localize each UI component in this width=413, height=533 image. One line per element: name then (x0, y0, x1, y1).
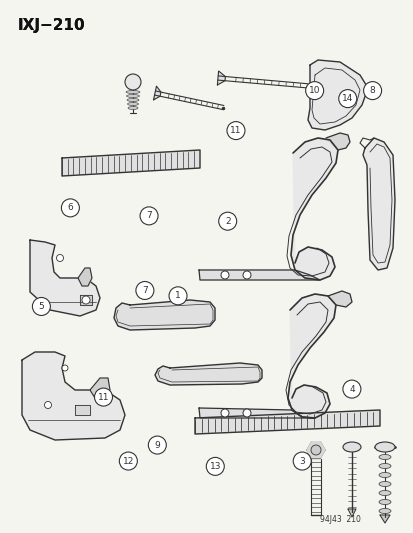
Text: 2: 2 (224, 217, 230, 225)
Ellipse shape (378, 472, 390, 478)
Ellipse shape (126, 94, 139, 98)
Ellipse shape (126, 91, 140, 93)
Polygon shape (22, 352, 125, 440)
Polygon shape (325, 133, 349, 150)
Circle shape (221, 271, 228, 279)
Text: 11: 11 (97, 393, 109, 401)
Circle shape (305, 82, 323, 100)
Circle shape (62, 365, 68, 371)
Polygon shape (199, 408, 314, 418)
Polygon shape (307, 60, 367, 130)
Text: IXJ−210: IXJ−210 (18, 18, 85, 33)
Ellipse shape (374, 442, 394, 452)
Circle shape (363, 82, 381, 100)
Circle shape (61, 199, 79, 217)
Circle shape (310, 445, 320, 455)
Polygon shape (78, 268, 92, 286)
Polygon shape (287, 294, 335, 418)
Circle shape (119, 452, 137, 470)
Circle shape (148, 436, 166, 454)
Circle shape (221, 409, 228, 417)
Polygon shape (90, 378, 110, 398)
Circle shape (140, 207, 158, 225)
Text: 13: 13 (209, 462, 221, 471)
Polygon shape (30, 240, 100, 316)
Text: 7: 7 (142, 286, 147, 295)
Text: IXJ−210: IXJ−210 (18, 18, 85, 33)
Ellipse shape (378, 481, 390, 487)
Polygon shape (114, 300, 214, 330)
Circle shape (32, 297, 50, 316)
Ellipse shape (378, 499, 390, 505)
Text: 4: 4 (348, 385, 354, 393)
Polygon shape (347, 509, 355, 517)
Polygon shape (290, 138, 337, 280)
Text: 10: 10 (308, 86, 320, 95)
Polygon shape (379, 515, 389, 523)
Circle shape (226, 122, 244, 140)
Circle shape (206, 457, 224, 475)
Circle shape (169, 287, 187, 305)
Circle shape (292, 452, 311, 470)
Text: 8: 8 (369, 86, 375, 95)
Text: 5: 5 (38, 302, 44, 311)
Text: 94J43  210: 94J43 210 (319, 515, 360, 524)
Polygon shape (362, 138, 394, 270)
Polygon shape (327, 291, 351, 307)
Circle shape (218, 212, 236, 230)
Ellipse shape (378, 464, 390, 469)
Ellipse shape (127, 102, 138, 106)
Text: 9: 9 (154, 441, 160, 449)
Circle shape (135, 281, 154, 300)
Circle shape (44, 401, 51, 408)
Polygon shape (306, 442, 324, 458)
Circle shape (82, 296, 90, 304)
Ellipse shape (378, 455, 390, 459)
Ellipse shape (378, 490, 390, 496)
Polygon shape (195, 410, 379, 434)
Polygon shape (80, 295, 92, 305)
Ellipse shape (342, 442, 360, 452)
Polygon shape (62, 150, 199, 176)
Text: 14: 14 (341, 94, 353, 103)
Circle shape (342, 380, 360, 398)
Ellipse shape (378, 508, 390, 513)
Text: 7: 7 (146, 212, 152, 220)
Polygon shape (153, 86, 161, 100)
Circle shape (125, 74, 141, 90)
Text: 11: 11 (230, 126, 241, 135)
Ellipse shape (128, 107, 138, 109)
Text: 3: 3 (299, 457, 304, 465)
Circle shape (56, 254, 63, 262)
Text: 1: 1 (175, 292, 180, 300)
Polygon shape (217, 71, 225, 85)
Polygon shape (154, 363, 261, 385)
Circle shape (94, 388, 112, 406)
Text: 12: 12 (122, 457, 134, 465)
Ellipse shape (127, 99, 139, 101)
Circle shape (242, 271, 250, 279)
Polygon shape (75, 405, 90, 415)
Polygon shape (199, 270, 319, 280)
Circle shape (338, 90, 356, 108)
Circle shape (242, 409, 250, 417)
Text: 6: 6 (67, 204, 73, 212)
